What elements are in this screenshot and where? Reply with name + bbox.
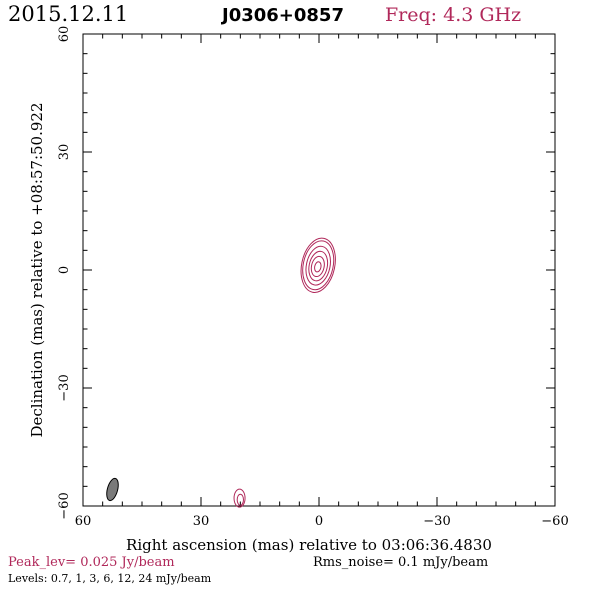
y-tick-label: 60 (57, 26, 72, 43)
artifact-contours (233, 488, 246, 508)
x-tick-label: −30 (423, 514, 450, 529)
contour-level (300, 237, 336, 293)
contour-level (308, 250, 329, 282)
x-axis-label: Right ascension (mas) relative to 03:06:… (126, 536, 492, 554)
y-tick-label: −60 (57, 492, 72, 519)
x-tick-label: 0 (315, 514, 323, 529)
beam-ellipse-group (106, 477, 119, 502)
peak-level-text: Peak_lev= 0.025 Jy/beam (8, 555, 175, 570)
y-tick-label: −30 (57, 374, 72, 401)
beam-ellipse (106, 477, 119, 502)
x-tick-label: 30 (193, 514, 210, 529)
contour-level (305, 245, 331, 286)
plot-frame (82, 33, 556, 507)
rms-noise-text: Rms_noise= 0.1 mJy/beam (313, 555, 488, 570)
x-tick-labels: 60 30 0 −30 −60 (75, 514, 569, 529)
y-tick-labels: 60 30 0 −30 −60 (57, 26, 72, 520)
contour-level (310, 255, 325, 278)
y-tick-label: 0 (57, 266, 72, 274)
axis-ticks (82, 33, 556, 507)
header-frequency: Freq: 4.3 GHz (385, 4, 521, 26)
contour-levels-text: Levels: 0.7, 1, 3, 6, 12, 24 mJy/beam (8, 572, 212, 585)
x-tick-label: −60 (541, 514, 568, 529)
header-date: 2015.12.11 (8, 2, 128, 26)
y-tick-label: 30 (57, 144, 72, 161)
artifact-contour (233, 488, 246, 508)
contour-level (314, 261, 322, 273)
x-tick-label: 60 (75, 514, 92, 529)
contour-level (302, 240, 335, 291)
y-axis-label: Declination (mas) relative to +08:57:50.… (28, 102, 46, 437)
header-source-name: J0306+0857 (220, 5, 344, 26)
contour-levels (300, 237, 336, 293)
artifact-contour (236, 493, 244, 506)
